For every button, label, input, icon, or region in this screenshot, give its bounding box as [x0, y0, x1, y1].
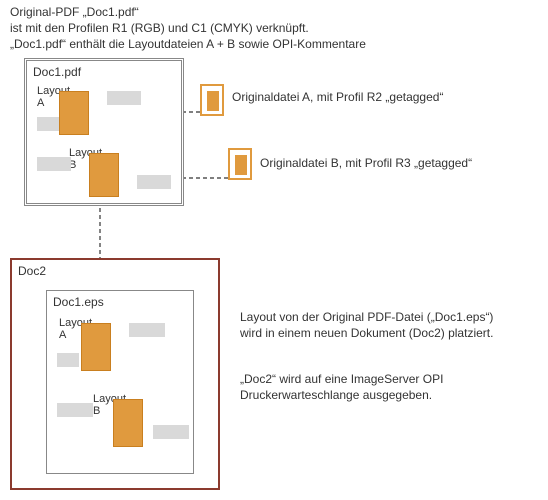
doc2-layout-a-box: [81, 323, 111, 371]
doc2-gray-1: [57, 353, 79, 367]
header-line-1: Original-PDF „Doc1.pdf“: [10, 4, 139, 20]
doc1-container: Doc1.pdf Layout A Layout B: [24, 58, 184, 206]
orig-b-label: Originaldatei B, mit Profil R3 „getagged…: [260, 156, 472, 172]
doc1-gray-4: [137, 175, 171, 189]
orig-b-thumb: [228, 148, 252, 180]
orig-a-label: Originaldatei A, mit Profil R2 „getagged…: [232, 90, 443, 106]
doc1-layout-a-box: [59, 91, 89, 135]
doc2-layout-b-box: [113, 399, 143, 447]
doc2-gray-3: [57, 403, 93, 417]
doc1-gray-1: [37, 117, 59, 131]
doc2-title: Doc2: [18, 264, 46, 278]
side-p2-line1: „Doc2“ wird auf eine ImageServer OPI: [240, 372, 443, 388]
header-line-3: „Doc1.pdf“ enthält die Layoutdateien A +…: [10, 36, 366, 52]
doc1-gray-2: [107, 91, 141, 105]
doc2-gray-4: [153, 425, 189, 439]
doc1-layout-b-box: [89, 153, 119, 197]
doc1-gray-3: [37, 157, 71, 171]
doc1eps-container: Doc1.eps Layout A Layout B: [46, 290, 194, 474]
orig-a-thumb: [200, 84, 224, 116]
side-p1-line1: Layout von der Original PDF-Datei („Doc1…: [240, 310, 493, 326]
side-p2-line2: Druckerwarteschlange ausgegeben.: [240, 388, 432, 404]
doc1-title: Doc1.pdf: [33, 65, 81, 79]
doc1eps-title: Doc1.eps: [53, 295, 104, 309]
doc2-gray-2: [129, 323, 165, 337]
doc2-container: Doc2 Doc1.eps Layout A Layout B: [10, 258, 220, 490]
side-p1-line2: wird in einem neuen Dokument (Doc2) plat…: [240, 326, 493, 342]
header-line-2: ist mit den Profilen R1 (RGB) und C1 (CM…: [10, 20, 309, 36]
